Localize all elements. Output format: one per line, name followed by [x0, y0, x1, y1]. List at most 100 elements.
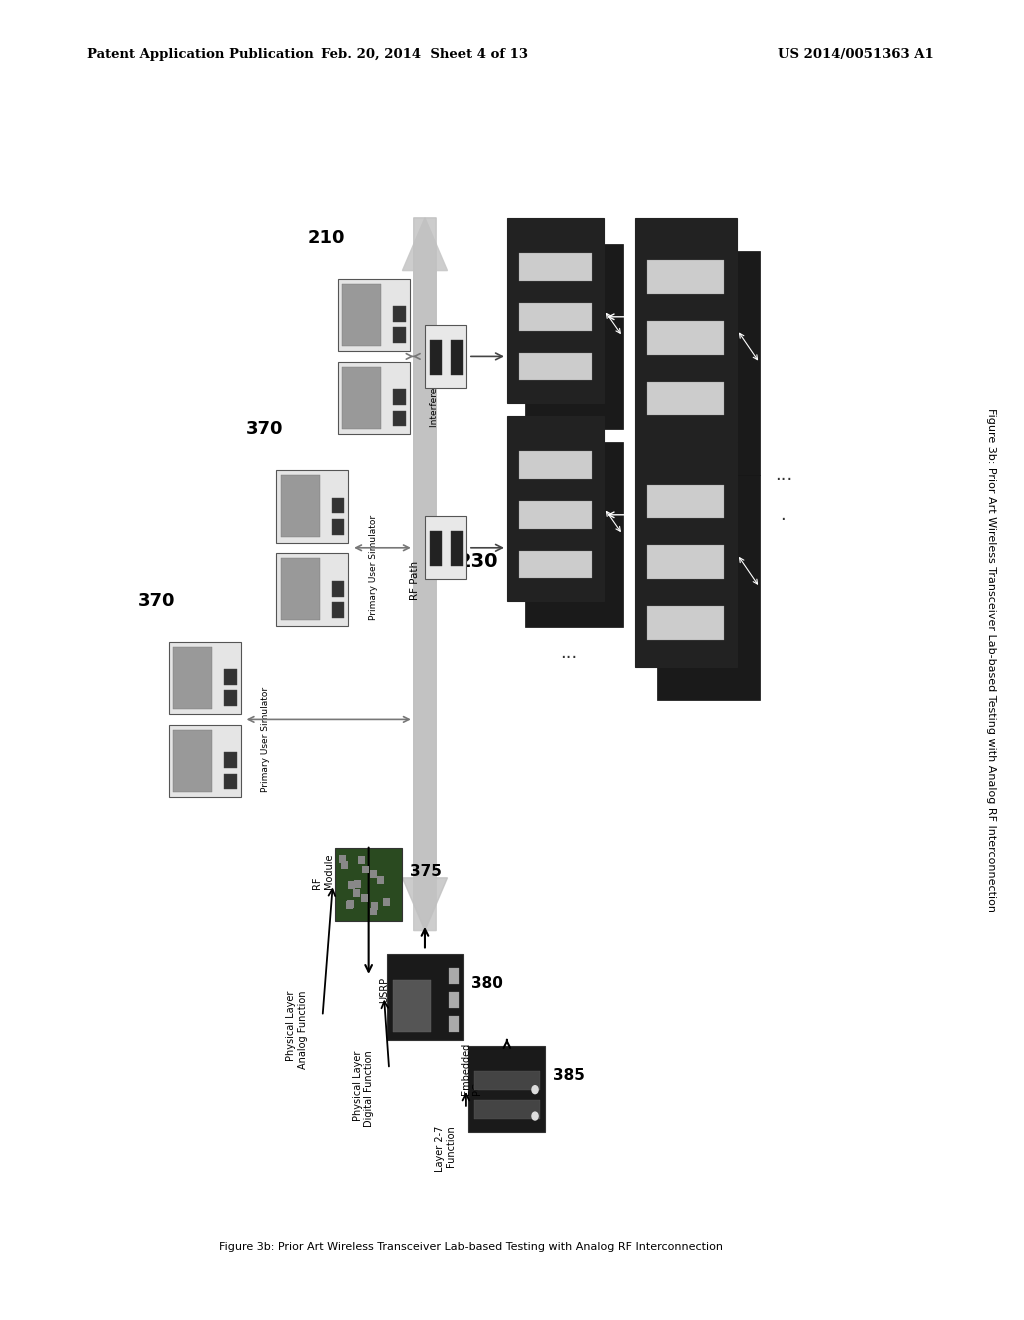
Bar	[224, 752, 237, 768]
Text: Layer 2-7
Function: Layer 2-7 Function	[434, 1125, 457, 1172]
Bar	[371, 903, 378, 911]
Text: Physical Layer
Analog Function: Physical Layer Analog Function	[286, 990, 308, 1069]
Bar	[370, 870, 377, 878]
Bar	[430, 341, 442, 375]
Bar	[339, 855, 346, 863]
Text: Figure 3b: Prior Art Wireless Transceiver Lab-based Testing with Analog RF Inter: Figure 3b: Prior Art Wireless Transceive…	[219, 1242, 723, 1253]
Bar	[360, 894, 368, 902]
Bar	[647, 260, 724, 294]
Bar	[657, 251, 760, 475]
Circle shape	[532, 1111, 539, 1119]
Bar	[451, 532, 463, 566]
Text: USRP: USRP	[379, 977, 389, 1003]
Text: Embedded
PC: Embedded PC	[461, 1043, 482, 1096]
Bar	[518, 550, 592, 578]
Text: Interference Simulator: Interference Simulator	[430, 325, 439, 428]
Text: .: .	[780, 506, 786, 524]
Bar	[518, 500, 592, 528]
Bar	[383, 898, 390, 906]
Bar	[341, 861, 348, 869]
Bar	[430, 532, 442, 566]
Text: 370: 370	[138, 591, 176, 610]
Bar	[332, 581, 344, 597]
Bar	[657, 475, 760, 700]
Bar	[393, 327, 406, 343]
Bar	[342, 367, 381, 429]
Bar	[332, 519, 344, 535]
FancyArrow shape	[402, 218, 447, 931]
Text: US 2014/0051363 A1: US 2014/0051363 A1	[778, 48, 934, 61]
Bar	[473, 1101, 541, 1119]
Bar	[387, 953, 463, 1040]
Bar	[338, 279, 410, 351]
Bar	[342, 284, 381, 346]
FancyArrow shape	[402, 218, 447, 931]
Bar	[354, 880, 361, 888]
Bar	[169, 642, 241, 714]
Text: 380: 380	[471, 975, 503, 991]
Bar	[473, 1072, 541, 1090]
Bar	[281, 558, 319, 620]
Bar	[357, 857, 365, 865]
Bar	[449, 993, 459, 1008]
Text: 375: 375	[410, 863, 441, 879]
Bar	[635, 442, 737, 667]
Bar	[281, 475, 319, 537]
Bar	[425, 325, 466, 388]
Bar	[647, 381, 724, 416]
Bar	[393, 411, 406, 426]
Text: 385: 385	[553, 1068, 585, 1084]
Bar	[393, 389, 406, 405]
Text: Primary User Simulator: Primary User Simulator	[261, 686, 270, 792]
Circle shape	[532, 1085, 539, 1093]
Bar	[353, 890, 360, 898]
Bar	[647, 545, 724, 579]
Bar	[169, 725, 241, 797]
Bar	[347, 900, 354, 908]
Text: ...: ...	[775, 466, 792, 484]
Text: Physical Layer
Digital Function: Physical Layer Digital Function	[352, 1051, 375, 1127]
Bar	[449, 969, 459, 985]
Bar	[518, 451, 592, 479]
Bar	[525, 244, 623, 429]
Bar	[393, 979, 431, 1032]
Bar	[348, 880, 355, 888]
Bar	[370, 908, 377, 916]
Bar	[362, 866, 370, 874]
Bar	[224, 774, 237, 789]
Bar	[507, 218, 604, 403]
Bar	[346, 902, 353, 909]
Bar	[635, 218, 737, 442]
Bar	[338, 362, 410, 434]
Bar	[451, 341, 463, 375]
Bar	[377, 876, 384, 884]
Text: Feb. 20, 2014  Sheet 4 of 13: Feb. 20, 2014 Sheet 4 of 13	[322, 48, 528, 61]
Bar	[469, 1045, 545, 1133]
Bar	[647, 484, 724, 519]
Bar	[425, 516, 466, 579]
Bar	[393, 306, 406, 322]
Bar	[518, 253, 592, 281]
Bar	[173, 647, 213, 709]
Bar	[173, 730, 213, 792]
Bar	[276, 553, 348, 626]
Bar	[332, 498, 344, 513]
Bar	[518, 352, 592, 380]
Bar	[647, 321, 724, 355]
Text: RF
Module: RF Module	[312, 854, 334, 888]
Text: Patent Application Publication: Patent Application Publication	[87, 48, 313, 61]
Text: 210: 210	[307, 228, 345, 247]
Text: Figure 3b: Prior Art Wireless Transceiver Lab-based Testing with Analog RF Inter: Figure 3b: Prior Art Wireless Transceive…	[986, 408, 996, 912]
Text: RF Path: RF Path	[410, 561, 420, 601]
Bar	[507, 416, 604, 601]
Bar	[276, 470, 348, 543]
Bar	[647, 606, 724, 640]
Bar	[518, 302, 592, 330]
Bar	[224, 669, 237, 685]
Text: ...: ...	[560, 644, 577, 663]
Bar	[336, 849, 401, 921]
Bar	[449, 1016, 459, 1032]
Bar	[525, 442, 623, 627]
Text: 230: 230	[458, 552, 499, 570]
Text: Primary User Simulator: Primary User Simulator	[369, 515, 378, 620]
